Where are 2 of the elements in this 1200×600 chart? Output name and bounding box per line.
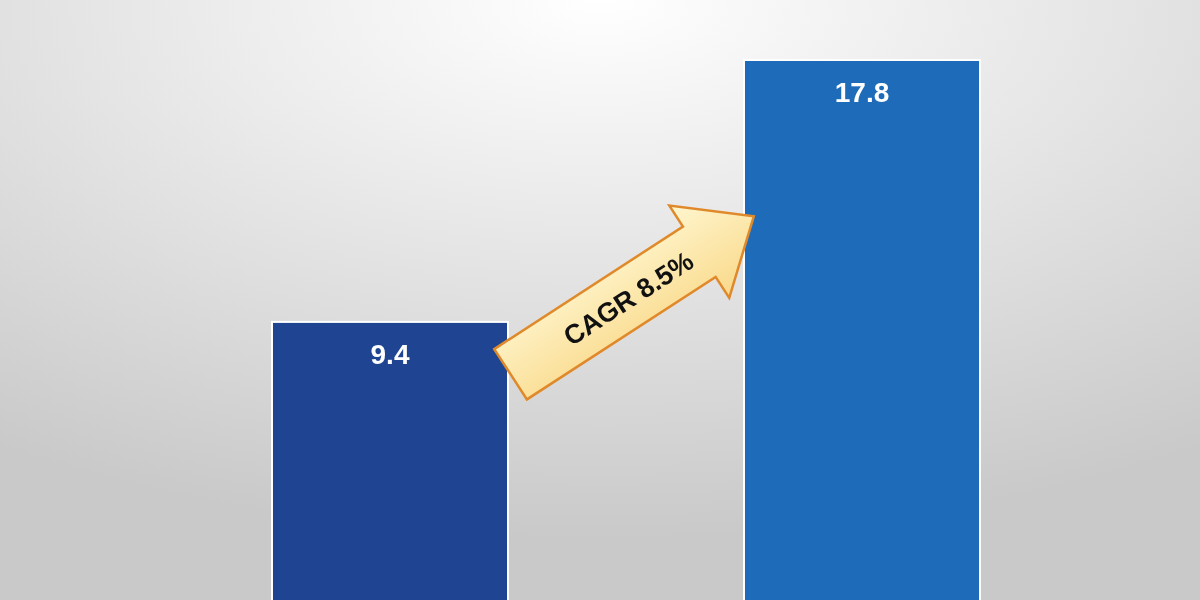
data-label: 17.8 <box>834 77 890 108</box>
data-label: 9.4 <box>370 338 410 370</box>
